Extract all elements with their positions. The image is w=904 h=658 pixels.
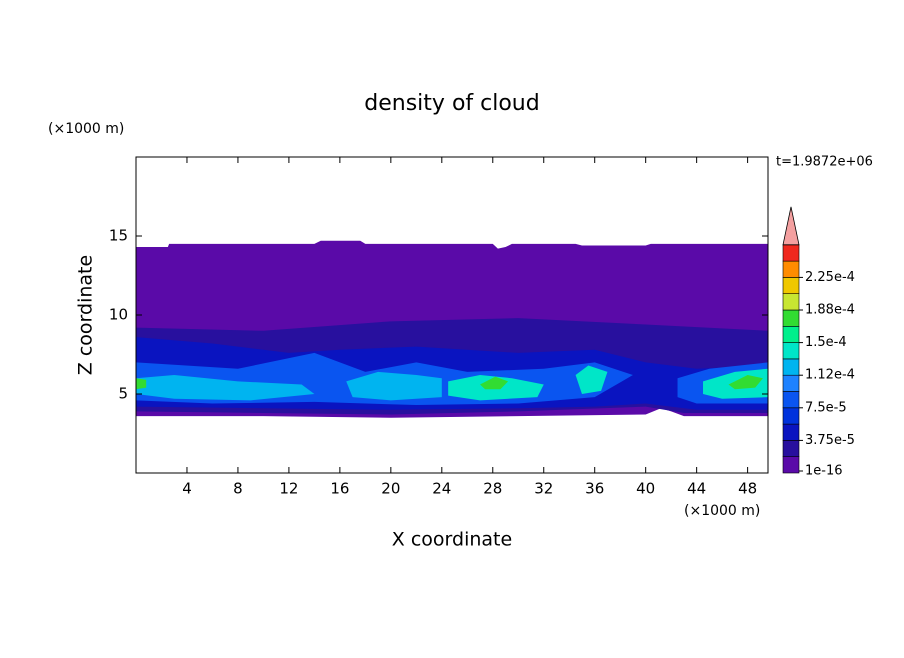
colorbar-band [782, 440, 800, 457]
colorbar-label: 1.88e-4 [805, 303, 855, 318]
x-tick-label: 8 [233, 480, 243, 498]
colorbar-band [782, 260, 800, 278]
y-axis-label: Z coordinate [75, 255, 97, 375]
colorbar-band [782, 325, 800, 343]
colorbar-label: 7.5e-5 [805, 400, 847, 415]
contour-fill [346, 371, 442, 401]
y-unit: (×1000 m) [48, 121, 124, 137]
x-tick-label: 40 [636, 480, 655, 498]
colorbar-band [782, 309, 800, 327]
y-tick-label: 15 [109, 227, 128, 245]
contour-fill [136, 378, 147, 390]
colorbar-band [782, 342, 800, 360]
x-tick-label: 44 [687, 480, 706, 498]
time-label: t=1.9872e+06 [776, 155, 873, 170]
colorbar-band [782, 407, 800, 425]
chart-title: density of cloud [364, 91, 539, 116]
colorbar-label: 2.25e-4 [805, 270, 855, 285]
colorbar-band [782, 293, 800, 311]
contour-fill [575, 365, 608, 394]
colorbar-band [782, 391, 800, 409]
colorbar-band [782, 423, 800, 441]
x-tick-label: 28 [483, 480, 502, 498]
x-tick-label: 16 [330, 480, 349, 498]
x-tick-label: 36 [585, 480, 604, 498]
colorbar-band [782, 244, 800, 262]
colorbar-band [782, 456, 800, 474]
x-tick-label: 24 [432, 480, 451, 498]
colorbar-band [782, 277, 800, 294]
x-unit: (×1000 m) [684, 503, 760, 519]
colorbar-label: 1.12e-4 [805, 368, 855, 383]
x-axis-label: X coordinate [392, 529, 512, 551]
x-tick-label: 20 [381, 480, 400, 498]
colorbar-over [782, 206, 800, 246]
colorbar-band [782, 358, 800, 376]
contour-fill [136, 375, 315, 401]
y-tick-label: 10 [109, 306, 128, 324]
y-tick-label: 5 [118, 385, 128, 403]
x-tick-label: 12 [279, 480, 298, 498]
x-tick-label: 48 [738, 480, 757, 498]
contour-fill [728, 375, 763, 390]
contour-fill [480, 376, 509, 390]
contour-field [136, 240, 768, 418]
colorbar-band [782, 374, 800, 392]
colorbar-label: 3.75e-5 [805, 433, 855, 448]
x-tick-label: 32 [534, 480, 553, 498]
x-tick-label: 4 [182, 480, 192, 498]
colorbar-label: 1.5e-4 [805, 335, 847, 350]
colorbar-label: 1e-16 [805, 464, 843, 479]
